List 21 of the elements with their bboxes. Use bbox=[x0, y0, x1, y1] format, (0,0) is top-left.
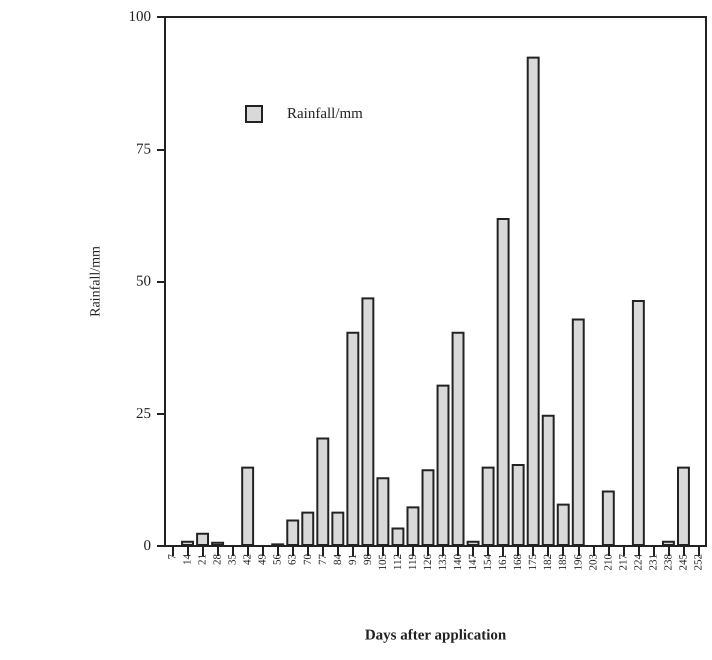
y-tick-label: 50 bbox=[136, 274, 151, 290]
x-tick-label: 252 bbox=[692, 554, 704, 570]
x-tick-label: 161 bbox=[497, 554, 510, 570]
x-tick-label: 112 bbox=[392, 554, 404, 570]
x-tick-label: 217 bbox=[617, 554, 630, 570]
y-tick-label: 100 bbox=[128, 9, 151, 25]
x-tick-label: 147 bbox=[467, 554, 480, 570]
x-tick-label: 7 bbox=[166, 554, 179, 560]
y-tick-label: 75 bbox=[136, 141, 151, 158]
y-tick-label: 0 bbox=[144, 538, 151, 554]
x-axis-title: Days after application bbox=[364, 628, 507, 644]
x-tick-label: 21 bbox=[196, 554, 209, 565]
x-tick-label: 77 bbox=[316, 554, 329, 565]
x-tick-label: 168 bbox=[512, 554, 524, 570]
x-tick-label: 91 bbox=[346, 554, 359, 565]
legend-label: Rainfall/mm bbox=[287, 106, 364, 122]
x-tick-label: 182 bbox=[542, 554, 554, 570]
x-tick-label: 231 bbox=[647, 554, 660, 570]
y-axis-title: Rainfall/mm bbox=[88, 246, 104, 317]
y-tick-label: 25 bbox=[136, 406, 151, 422]
x-tick-label: 42 bbox=[242, 554, 254, 565]
